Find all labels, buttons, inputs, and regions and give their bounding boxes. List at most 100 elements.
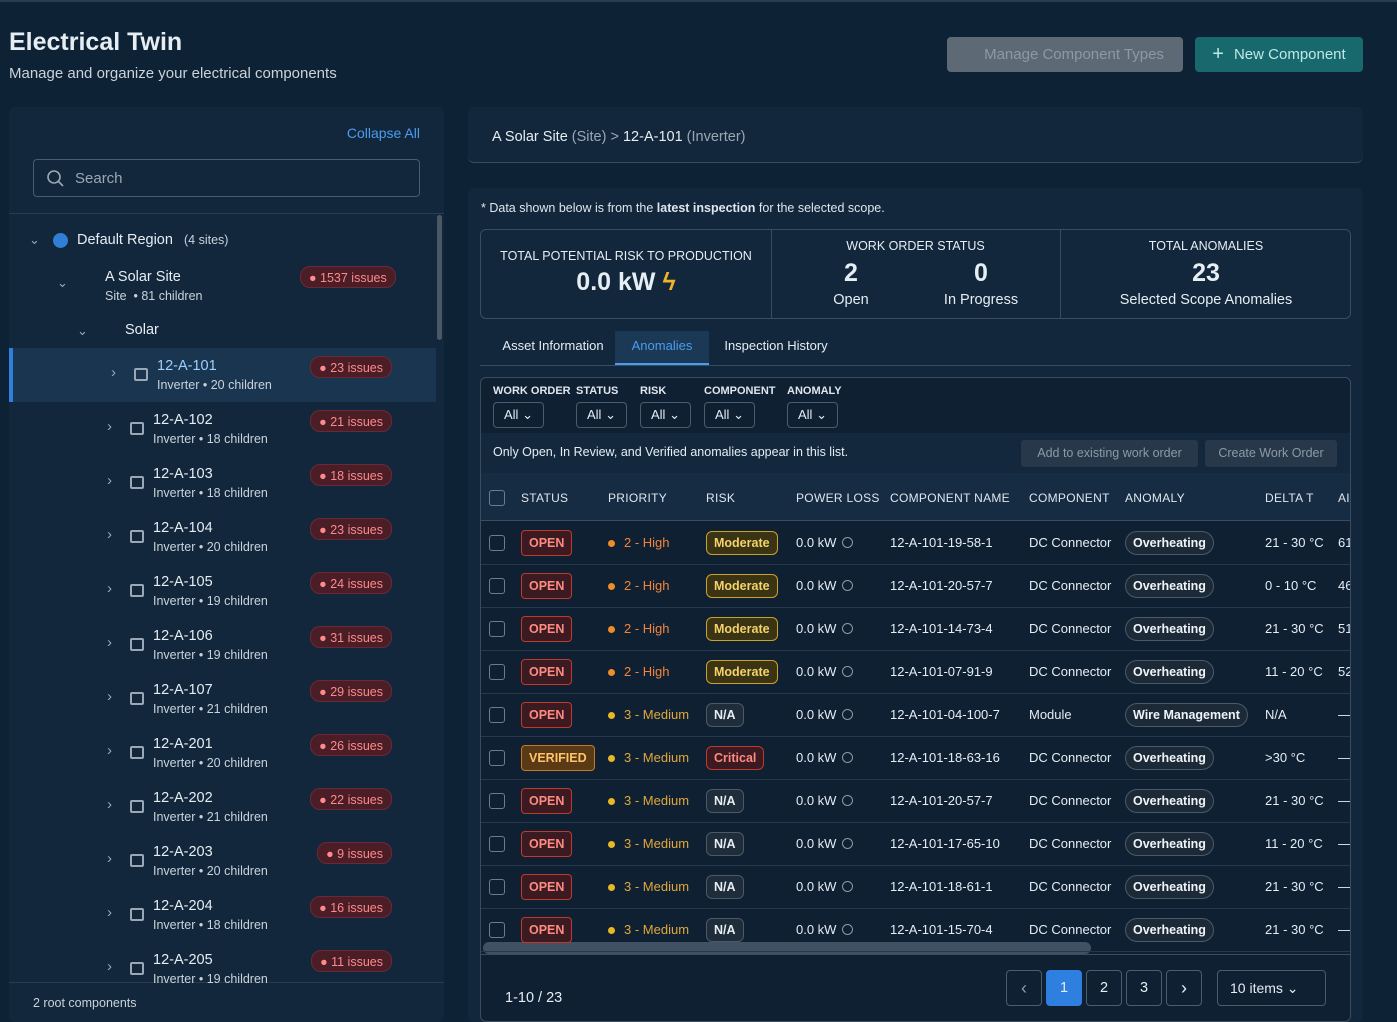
info-icon[interactable] [842, 838, 853, 849]
row-checkbox[interactable] [489, 836, 505, 852]
item-name: 12-A-204 [153, 898, 213, 914]
page-button[interactable]: 2 [1086, 970, 1122, 1006]
column-header[interactable]: STATUS [521, 491, 569, 505]
search-placeholder: Search [75, 170, 123, 187]
component-name[interactable]: 12-A-101-07-91-9 [890, 664, 993, 679]
new-component-button[interactable]: + New Component [1195, 37, 1363, 72]
filter-select[interactable]: All ⌄ [576, 402, 627, 428]
info-icon[interactable] [842, 752, 853, 763]
row-checkbox[interactable] [489, 535, 505, 551]
component-name[interactable]: 12-A-101-20-57-7 [890, 793, 993, 808]
page-size[interactable]: 10 items ⌄ [1217, 970, 1326, 1006]
info-icon[interactable] [842, 580, 853, 591]
tree-item[interactable]: › 12-A-107 Inverter • 21 children ● 29 issu… [9, 672, 436, 726]
priority-dot [608, 669, 615, 676]
tree-item[interactable]: › 12-A-202 Inverter • 21 children ● 22 issu… [9, 780, 436, 834]
breadcrumb: A Solar Site (Site) > 12-A-101 (Inverter… [468, 107, 1363, 163]
component-name[interactable]: 12-A-101-18-61-1 [890, 879, 993, 894]
item-children: 21 children [206, 702, 268, 716]
label: 23 issues [330, 523, 383, 537]
component-name[interactable]: 12-A-101-20-57-7 [890, 578, 993, 593]
tree-item[interactable]: › 12-A-104 Inverter • 20 children ● 23 issu… [9, 510, 436, 564]
tab[interactable]: Anomalies [615, 331, 709, 365]
info-icon[interactable] [842, 795, 853, 806]
component-name[interactable]: 12-A-101-19-58-1 [890, 535, 993, 550]
column-header[interactable]: DELTA T [1265, 491, 1314, 505]
row-checkbox[interactable] [489, 879, 505, 895]
expand-icon[interactable]: › [107, 958, 112, 975]
action-button[interactable]: Create Work Order [1205, 440, 1337, 467]
item-name: 12-A-107 [153, 682, 213, 698]
expand-icon[interactable]: › [107, 526, 112, 543]
info-icon[interactable] [842, 537, 853, 548]
tree-item[interactable]: › 12-A-103 Inverter • 18 children ● 18 issu… [9, 456, 436, 510]
column-header[interactable]: PRIORITY [608, 491, 668, 505]
tree-item[interactable]: › 12-A-201 Inverter • 20 children ● 26 issu… [9, 726, 436, 780]
page-button[interactable]: 1 [1046, 970, 1082, 1006]
item-children: 19 children [206, 648, 268, 662]
select-all[interactable] [489, 490, 505, 506]
tree-item[interactable]: › 12-A-203 Inverter • 20 children ● 9 issue… [9, 834, 436, 888]
info-icon[interactable] [842, 709, 853, 720]
tab[interactable]: Inspection History [724, 338, 828, 353]
crumb-site[interactable]: A Solar Site [492, 129, 568, 145]
info-icon[interactable] [842, 881, 853, 892]
expand-icon[interactable]: › [107, 418, 112, 435]
action-button[interactable]: Add to existing work order [1021, 440, 1198, 467]
filter-select[interactable]: All ⌄ [640, 402, 691, 428]
row-checkbox[interactable] [489, 750, 505, 766]
info-icon[interactable] [842, 623, 853, 634]
tab[interactable]: Asset Information [502, 338, 604, 353]
info-icon[interactable] [842, 666, 853, 677]
tree-item[interactable]: › 12-A-101 Inverter • 20 children ● 23 issu… [9, 348, 436, 402]
column-header[interactable]: COMPONENT NAME [890, 491, 1010, 505]
row-checkbox[interactable] [489, 621, 505, 637]
expand-icon[interactable]: › [107, 580, 112, 597]
column-header[interactable]: AI [1338, 491, 1350, 505]
column-header[interactable]: POWER LOSS [796, 491, 880, 505]
filter-select[interactable]: All ⌄ [493, 402, 544, 428]
column-header[interactable]: ANOMALY [1125, 491, 1185, 505]
expand-icon[interactable]: › [107, 904, 112, 921]
component-name[interactable]: 12-A-101-17-65-10 [890, 836, 1000, 851]
filter-select[interactable]: All ⌄ [787, 402, 838, 428]
column-header[interactable]: COMPONENT [1029, 491, 1110, 505]
component-name[interactable]: 12-A-101-15-70-4 [890, 922, 993, 937]
expand-icon[interactable]: › [107, 742, 112, 759]
region-name[interactable]: Default Region [77, 232, 173, 248]
row-checkbox[interactable] [489, 578, 505, 594]
component-name[interactable]: 12-A-101-04-100-7 [890, 707, 1000, 722]
tree-item[interactable]: › 12-A-102 Inverter • 18 children ● 21 issu… [9, 402, 436, 456]
row-checkbox[interactable] [489, 664, 505, 680]
manage-types-button[interactable]: Manage Component Types [947, 37, 1183, 72]
tree-item[interactable]: › 12-A-205 Inverter • 19 children ● 11 issu… [9, 942, 436, 996]
expand-icon[interactable]: › [111, 364, 116, 381]
filter-select[interactable]: All ⌄ [704, 402, 755, 428]
status-tag: OPEN [521, 874, 573, 900]
component-name[interactable]: 12-A-101-14-73-4 [890, 621, 993, 636]
anomaly-tag: Overheating [1125, 617, 1214, 641]
row-checkbox[interactable] [489, 922, 505, 938]
tree-item[interactable]: › 12-A-204 Inverter • 18 children ● 16 issu… [9, 888, 436, 942]
expand-icon[interactable]: › [107, 472, 112, 489]
tree-item[interactable]: › 12-A-105 Inverter • 19 children ● 24 issu… [9, 564, 436, 618]
collapse-all[interactable]: Collapse All [346, 125, 420, 141]
site-name[interactable]: A Solar Site [105, 269, 181, 285]
expand-icon[interactable]: › [107, 634, 112, 651]
row-checkbox[interactable] [489, 707, 505, 723]
issues-badge: ● 24 issues [310, 572, 392, 594]
label: All [587, 407, 602, 422]
page-button[interactable]: 3 [1126, 970, 1162, 1006]
search-box[interactable]: Search [33, 159, 420, 197]
row-checkbox[interactable] [489, 793, 505, 809]
expand-icon[interactable]: › [107, 850, 112, 867]
tree-item[interactable]: › 12-A-106 Inverter • 19 children ● 31 issu… [9, 618, 436, 672]
column-header[interactable]: RISK [706, 491, 736, 505]
expand-icon[interactable]: › [107, 796, 112, 813]
component-name[interactable]: 12-A-101-18-63-16 [890, 750, 1000, 765]
group-name[interactable]: Solar [125, 322, 159, 338]
expand-icon[interactable]: › [107, 688, 112, 705]
prev-page[interactable]: ‹ [1006, 970, 1042, 1006]
next-page[interactable]: › [1166, 970, 1202, 1006]
info-icon[interactable] [842, 924, 853, 935]
